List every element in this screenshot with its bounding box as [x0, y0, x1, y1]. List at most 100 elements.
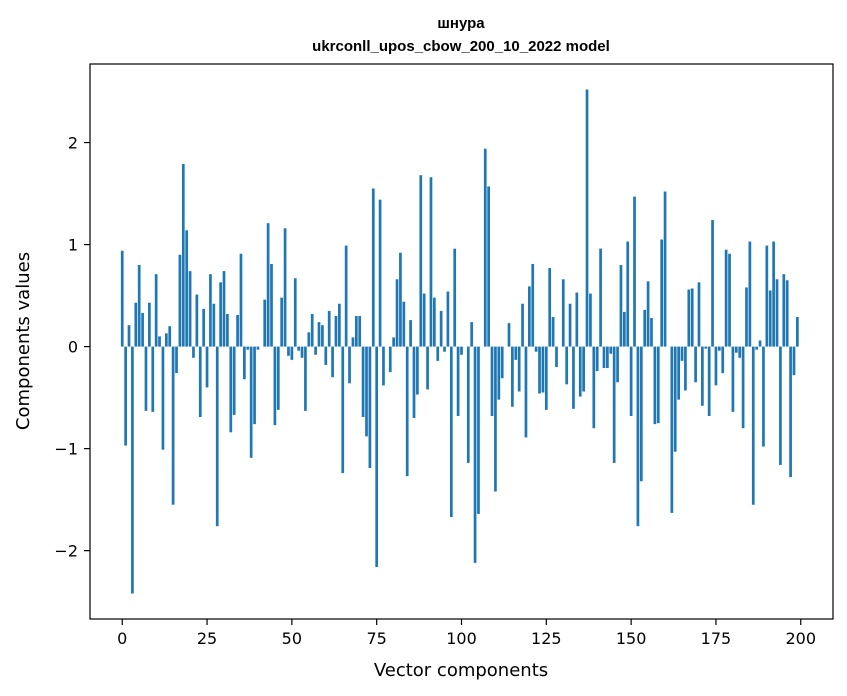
bar: [388, 346, 392, 373]
x-tick-label: 75: [367, 629, 387, 648]
bar: [707, 346, 711, 416]
bar: [772, 241, 775, 347]
bar: [548, 268, 552, 347]
bar: [246, 346, 250, 350]
bar: [673, 346, 677, 452]
bar: [141, 312, 144, 347]
bar: [422, 293, 426, 347]
bar: [585, 89, 589, 347]
bar: [663, 191, 667, 347]
bar: [392, 337, 395, 347]
bar: [348, 346, 351, 384]
bar: [595, 346, 599, 372]
bar: [232, 346, 236, 415]
bar: [741, 346, 745, 429]
bar: [687, 289, 691, 347]
x-tick-label: 175: [701, 629, 732, 648]
bar: [192, 346, 195, 358]
bar: [273, 346, 277, 426]
bar: [507, 323, 511, 347]
bar: [473, 346, 477, 563]
bar: [521, 303, 524, 347]
bar: [151, 346, 155, 412]
bar: [378, 199, 382, 347]
bar: [137, 264, 141, 347]
bar: [731, 346, 735, 412]
bar: [578, 346, 582, 397]
y-tick-label: −2: [54, 542, 78, 561]
bar: [416, 346, 419, 395]
bar: [629, 346, 633, 416]
bar: [120, 250, 124, 347]
bar: [226, 313, 229, 347]
bar: [568, 303, 572, 347]
bar: [616, 346, 619, 383]
bar: [419, 175, 423, 347]
bar: [775, 279, 779, 347]
bar: [500, 346, 504, 379]
bar: [266, 223, 270, 347]
bar: [592, 346, 596, 429]
bar: [453, 248, 457, 347]
bar: [429, 177, 433, 347]
y-axis-ticks: −2 −1 0 1 2: [54, 134, 90, 561]
plot-frame: [89, 63, 834, 620]
bar: [460, 346, 463, 355]
bar: [758, 340, 762, 347]
bar: [782, 274, 786, 347]
bar: [293, 278, 297, 347]
bar: [256, 346, 260, 350]
bar: [209, 274, 212, 347]
y-tick-label: 1: [68, 236, 78, 255]
bar: [697, 282, 701, 347]
bar: [694, 346, 697, 383]
bar: [270, 263, 273, 347]
bar: [168, 326, 172, 347]
bar: [446, 291, 450, 347]
chart-title: шнура: [437, 15, 485, 32]
bar: [148, 302, 151, 347]
bar: [745, 287, 748, 347]
x-tick-label: 125: [531, 629, 562, 648]
bar: [219, 282, 222, 347]
bar: [690, 288, 694, 347]
bar: [399, 252, 402, 347]
bar: [680, 346, 684, 361]
bar: [127, 325, 131, 347]
x-tick-label: 0: [117, 629, 127, 648]
bar: [490, 346, 494, 416]
bar: [382, 346, 385, 386]
bar: [497, 346, 501, 400]
bar: [175, 346, 178, 374]
x-tick-label: 200: [785, 629, 816, 648]
bar: [714, 346, 718, 386]
bar: [164, 333, 168, 347]
bar: [511, 346, 514, 407]
bar: [544, 346, 548, 410]
bar: [656, 346, 660, 424]
bar: [365, 346, 368, 437]
bar: [287, 346, 290, 356]
y-axis-label: Components values: [13, 252, 34, 430]
bar: [198, 346, 202, 417]
bar: [589, 293, 592, 347]
bar: [212, 303, 216, 347]
bar: [738, 346, 742, 358]
bar: [711, 220, 714, 347]
bar: [195, 294, 199, 347]
x-tick-label: 150: [616, 629, 647, 648]
bar: [670, 346, 674, 513]
bar: [762, 346, 765, 447]
bar: [236, 314, 239, 347]
bar: [443, 346, 446, 352]
bar: [253, 346, 256, 425]
bar: [276, 346, 280, 410]
x-tick-label: 100: [446, 629, 477, 648]
bar: [249, 346, 253, 458]
bar: [280, 297, 284, 347]
bar: [331, 346, 334, 378]
bar: [185, 230, 189, 347]
bar: [517, 346, 521, 392]
bar: [144, 346, 148, 411]
bar: [606, 346, 609, 369]
